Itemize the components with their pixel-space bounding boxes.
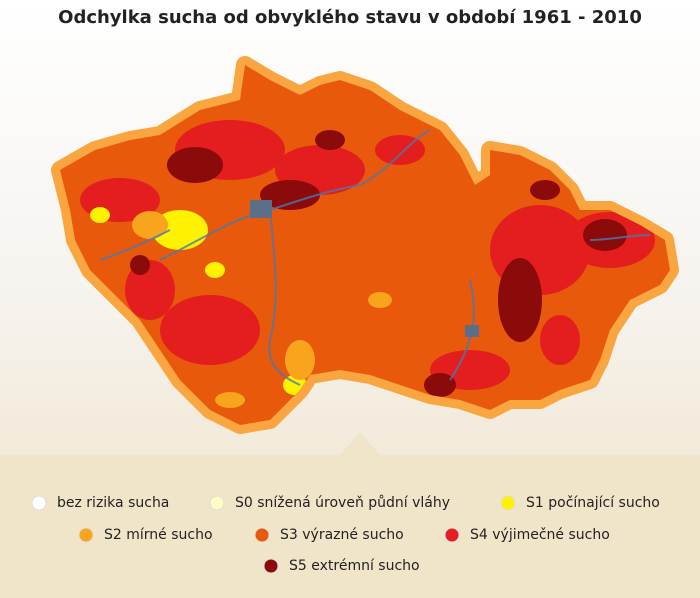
legend-swatch bbox=[209, 495, 225, 511]
s5-regions bbox=[130, 130, 627, 397]
legend-notch bbox=[340, 432, 380, 455]
legend-label: S4 výjimečné sucho bbox=[470, 527, 610, 543]
legend-swatch bbox=[263, 558, 279, 574]
legend-swatch bbox=[444, 527, 460, 543]
legend-label: S0 snížená úroveň půdní vláhy bbox=[235, 495, 450, 511]
legend-swatch bbox=[78, 527, 94, 543]
legend-swatch bbox=[31, 495, 47, 511]
legend-label: S5 extrémní sucho bbox=[289, 558, 420, 574]
legend-panel bbox=[0, 455, 700, 598]
legend-swatch bbox=[500, 495, 516, 511]
city bbox=[465, 325, 479, 337]
legend-label: bez rizika sucha bbox=[57, 495, 169, 511]
legend-swatch bbox=[254, 527, 270, 543]
s2-regions bbox=[132, 211, 392, 408]
legend-label: S2 mírné sucho bbox=[104, 527, 213, 543]
legend: bez rizika sucha S0 snížená úroveň půdní … bbox=[31, 495, 660, 574]
legend-label: S1 počínající sucho bbox=[526, 495, 660, 511]
map-title: Odchylka sucha od obvyklého stavu v obdo… bbox=[58, 7, 642, 28]
city bbox=[250, 200, 272, 218]
legend-label: S3 výrazné sucho bbox=[280, 527, 404, 543]
